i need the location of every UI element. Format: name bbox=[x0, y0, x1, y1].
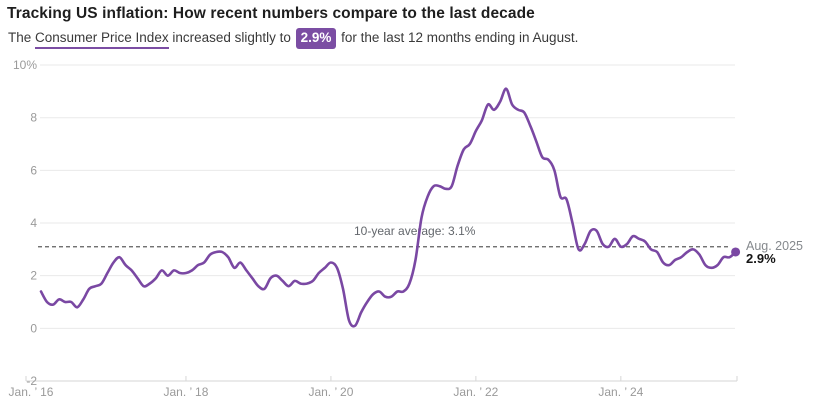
x-tick-label-2: Jan. ’ 20 bbox=[308, 385, 353, 399]
average-line-label: 10-year average: 3.1% bbox=[354, 224, 476, 238]
end-annotation-value: 2.9% bbox=[746, 251, 776, 266]
cpi-line bbox=[39, 87, 737, 328]
cpi-value-badge: 2.9% bbox=[295, 28, 337, 49]
subtitle: The Consumer Price Index increased sligh… bbox=[8, 28, 811, 49]
y-tick-label-4: 4 bbox=[30, 216, 37, 230]
x-tick-label-1: Jan. ’ 18 bbox=[163, 385, 208, 399]
y-tick-label-6: 6 bbox=[30, 163, 37, 177]
x-tick-label-4: Jan. ’ 24 bbox=[598, 385, 643, 399]
chart-header: Tracking US inflation: How recent number… bbox=[7, 4, 811, 49]
subtitle-mid: increased slightly to bbox=[168, 30, 295, 45]
end-annotation-date: Aug. 2025 bbox=[746, 239, 803, 253]
y-tick-label-8: 8 bbox=[30, 111, 37, 125]
y-tick-label--2: -2 bbox=[26, 374, 37, 388]
x-tick-label-3: Jan. ’ 22 bbox=[453, 385, 498, 399]
latest-point-marker bbox=[731, 247, 741, 257]
subtitle-suffix: for the last 12 months ending in August. bbox=[337, 30, 579, 45]
y-tick-label-10%: 10% bbox=[13, 58, 37, 72]
y-tick-label-2: 2 bbox=[30, 269, 37, 283]
subtitle-prefix: The bbox=[8, 30, 36, 45]
y-tick-label-0: 0 bbox=[30, 321, 37, 335]
page-title: Tracking US inflation: How recent number… bbox=[7, 5, 535, 22]
cpi-link[interactable]: Consumer Price Index bbox=[35, 30, 169, 49]
x-tick-label-0: Jan. ’ 16 bbox=[9, 385, 54, 399]
